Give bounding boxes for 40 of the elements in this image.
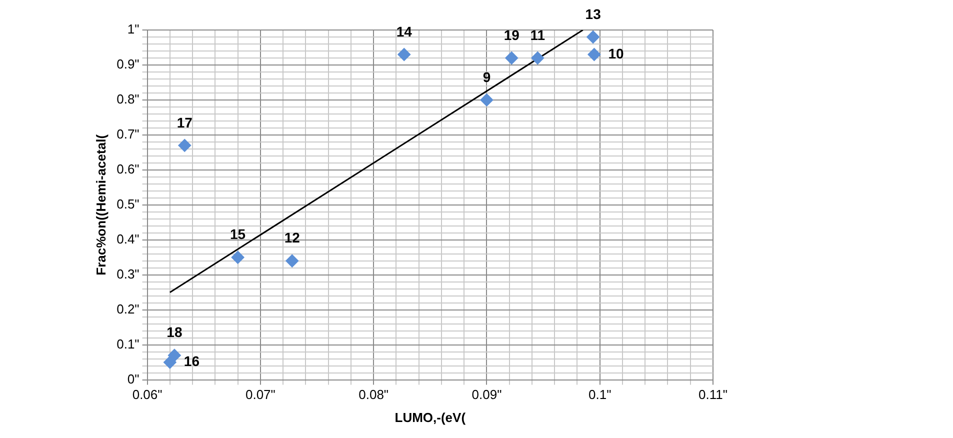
annotation: 13: [585, 6, 602, 22]
x-tick-label: 0.1": [588, 387, 612, 402]
y-tick-label: 0.2": [116, 301, 140, 316]
annotation: 9: [482, 68, 491, 85]
y-tick-label: 0.4": [116, 231, 140, 246]
annotation: 15: [230, 226, 246, 242]
annotation: 16: [184, 353, 200, 370]
x-tick-label: 0.09": [472, 387, 502, 402]
y-tick-label: 0.8": [116, 92, 140, 107]
annotation: 11: [530, 26, 546, 43]
point: [505, 51, 518, 64]
x-tick-label: 0.08": [358, 387, 389, 402]
y-tick-label: 0.3": [116, 266, 140, 282]
point: [398, 48, 411, 61]
x-axis-title: LUMO,-(eV(: [394, 410, 466, 425]
x-tick-label: 0.06": [132, 387, 163, 402]
y-tick-label: 0.1": [116, 336, 140, 352]
point: [231, 250, 244, 264]
point: [286, 254, 299, 268]
point: [531, 51, 544, 64]
point: [480, 93, 494, 106]
annotation: 18: [166, 324, 182, 340]
y-tick-label: 0.5": [116, 196, 140, 212]
y-tick-label: 1": [127, 22, 140, 37]
x-tick-label: 0.11": [698, 387, 728, 402]
annotation: 17: [176, 114, 193, 130]
annotation: 14: [396, 23, 412, 40]
annotation: 10: [608, 45, 624, 62]
y-tick-label: 0.9": [116, 56, 140, 72]
point: [163, 356, 176, 369]
y-tick-label: 0.7": [116, 126, 140, 142]
point: [588, 48, 601, 61]
point: [178, 138, 192, 152]
annotation: 12: [284, 230, 300, 246]
y-tick-label: 0.6": [116, 162, 140, 176]
point: [586, 30, 600, 44]
annotation: 19: [504, 26, 520, 43]
y-axis-title: Frac%on((Hemi-acetal(: [93, 134, 108, 276]
y-tick-label: 0": [127, 371, 140, 386]
x-tick-label: 0.07": [245, 387, 276, 402]
